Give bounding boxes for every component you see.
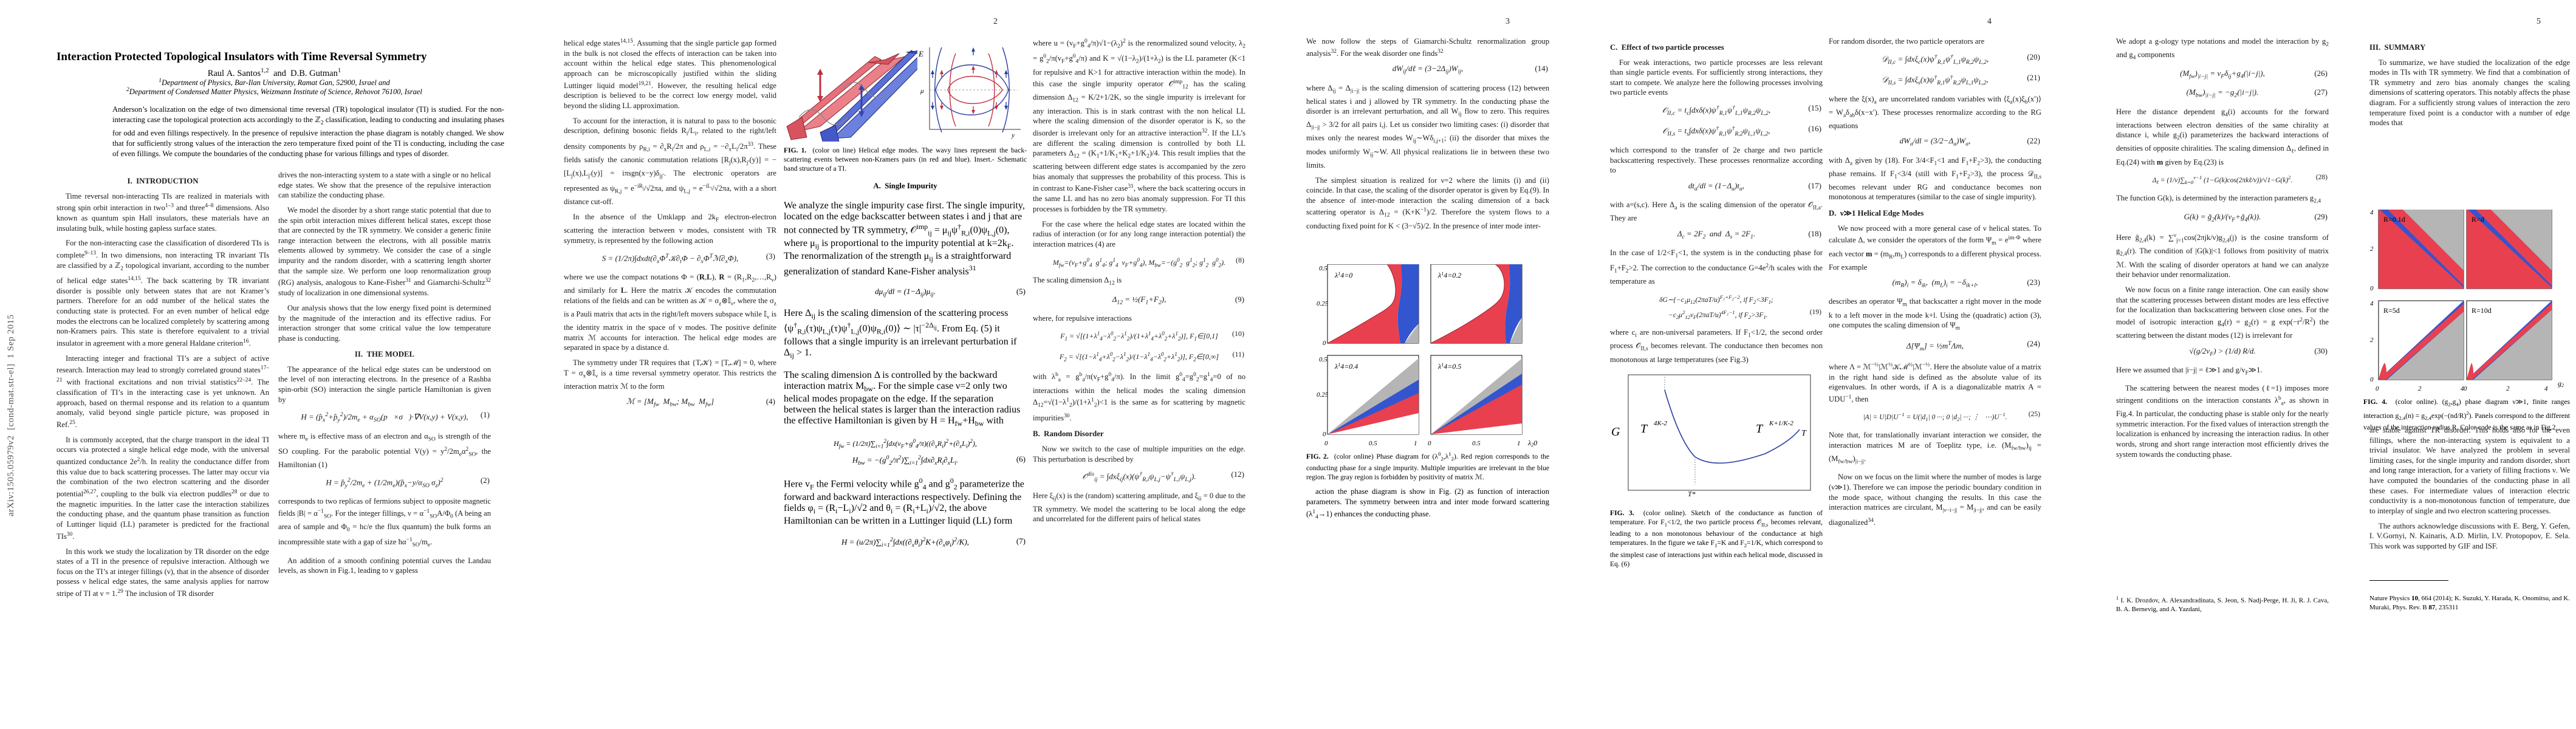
svg-text:K+1/K-2: K+1/K-2 (1769, 420, 1793, 427)
svg-text:2: 2 (2370, 337, 2374, 344)
svg-text:4: 4 (2544, 385, 2548, 392)
svg-text:4K-2: 4K-2 (1654, 420, 1668, 427)
svg-text:μ: μ (920, 87, 924, 95)
svg-text:1: 1 (1517, 440, 1521, 447)
svg-text:0.5: 0.5 (1472, 440, 1481, 447)
svg-text:R=0.1d: R=0.1d (2383, 215, 2405, 224)
svg-text:2: 2 (2506, 385, 2510, 392)
svg-text:0: 0 (1428, 440, 1431, 447)
svg-text:0: 0 (2376, 385, 2379, 392)
svg-text:y: y (1011, 132, 1015, 139)
svg-text:T: T (1801, 429, 1807, 438)
svg-text:1: 1 (1414, 440, 1417, 447)
svg-text:T: T (1756, 422, 1764, 436)
svg-text:R=10d: R=10d (2472, 306, 2492, 315)
svg-text:g2: g2 (2558, 379, 2564, 388)
svg-text:E: E (918, 49, 923, 58)
svg-text:vFπ: vFπ (2555, 390, 2564, 392)
svg-text:λ14=0: λ14=0 (1334, 271, 1352, 279)
svg-text:λ14=0.4: λ14=0.4 (1334, 362, 1358, 371)
svg-text:0: 0 (2370, 376, 2374, 383)
svg-text:λ14=0.2: λ14=0.2 (1437, 271, 1461, 279)
svg-text:0: 0 (1323, 340, 1326, 347)
svg-text:λ14=0.5: λ14=0.5 (1437, 362, 1461, 371)
svg-text:0: 0 (2370, 285, 2374, 292)
svg-text:λ20: λ20 (1527, 439, 1537, 447)
svg-text:0.25: 0.25 (1317, 300, 1329, 307)
svg-text:0.5: 0.5 (1319, 265, 1327, 272)
svg-text:0: 0 (1324, 440, 1328, 447)
svg-text:0.25: 0.25 (1317, 391, 1329, 399)
svg-text:T: T (1640, 422, 1648, 436)
svg-text:R=d: R=d (2472, 215, 2484, 224)
svg-text:R=5d: R=5d (2383, 306, 2400, 315)
svg-text:G: G (1611, 425, 1620, 439)
svg-text:0.5: 0.5 (1369, 440, 1377, 447)
svg-text:2: 2 (2370, 245, 2374, 253)
svg-text:0.5: 0.5 (1319, 356, 1327, 363)
svg-text:4: 4 (2370, 210, 2374, 216)
svg-text:T*: T* (1688, 490, 1696, 498)
svg-text:0: 0 (1323, 431, 1326, 438)
svg-text:2: 2 (2418, 385, 2422, 392)
svg-text:4: 4 (2370, 300, 2374, 307)
svg-text:0: 0 (2464, 385, 2467, 392)
